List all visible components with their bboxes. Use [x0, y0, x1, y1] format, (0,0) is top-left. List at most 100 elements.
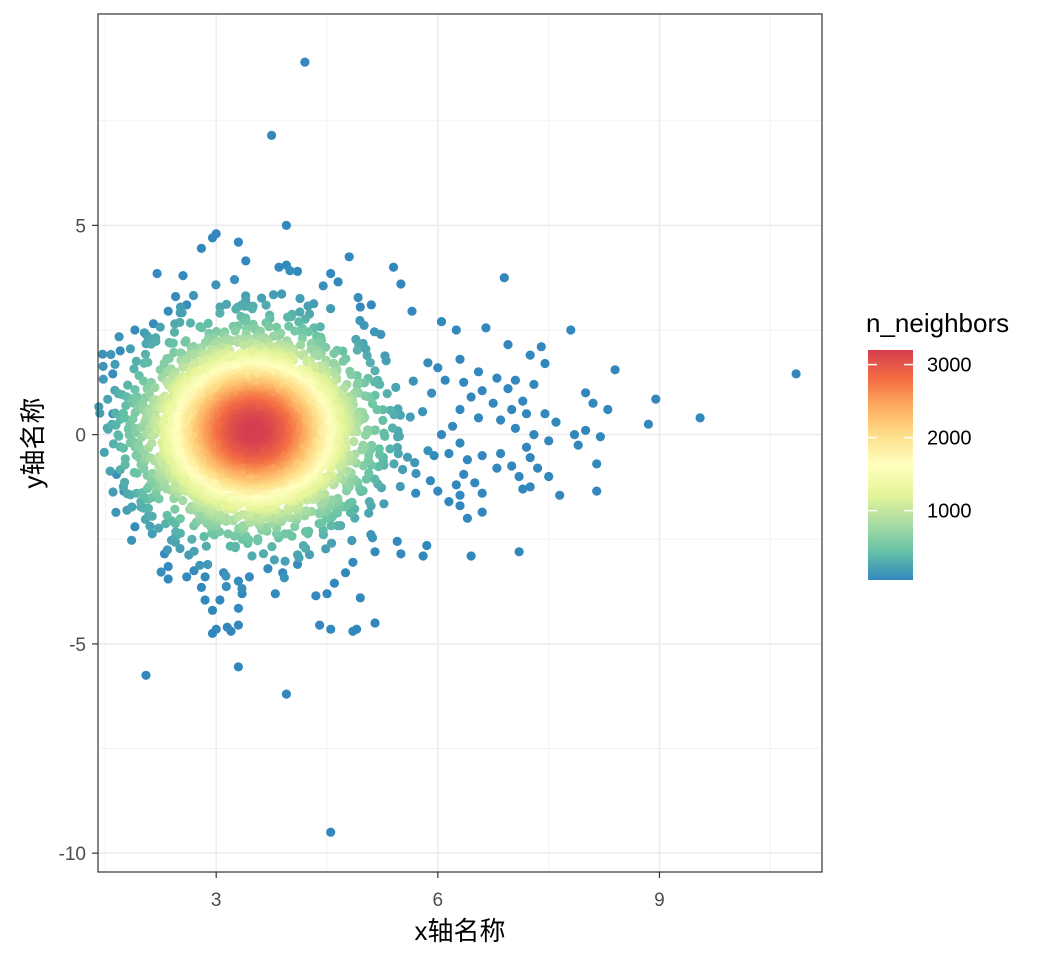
data-point: [581, 425, 591, 435]
data-point: [300, 527, 311, 537]
data-point: [201, 541, 211, 551]
data-point: [207, 605, 218, 616]
data-point: [436, 430, 447, 440]
data-point: [233, 237, 243, 247]
data-point: [459, 469, 469, 479]
data-point: [231, 304, 241, 314]
data-point: [261, 300, 271, 310]
data-point: [175, 514, 185, 524]
data-point: [120, 454, 130, 464]
data-point: [651, 394, 661, 404]
data-point: [176, 348, 186, 358]
data-point: [196, 582, 206, 593]
data-point: [367, 399, 378, 409]
data-point: [592, 486, 602, 496]
data-point: [423, 358, 433, 368]
data-point: [459, 377, 469, 387]
data-point: [189, 546, 199, 556]
data-point: [285, 266, 295, 276]
data-point: [175, 317, 185, 327]
data-point: [277, 289, 287, 299]
data-point: [215, 510, 225, 520]
data-point: [127, 502, 137, 512]
data-point: [221, 581, 231, 592]
data-point: [169, 327, 180, 337]
data-point: [233, 620, 243, 630]
data-point: [791, 369, 801, 379]
data-point: [264, 322, 274, 332]
data-point: [105, 466, 115, 476]
data-point: [203, 559, 213, 570]
data-point: [127, 535, 137, 545]
data-point: [507, 404, 517, 415]
data-point: [444, 448, 454, 459]
data-point: [200, 572, 210, 582]
data-point: [163, 306, 173, 316]
data-point: [125, 344, 135, 354]
data-point: [130, 522, 140, 532]
data-point: [610, 365, 620, 375]
data-point: [163, 561, 173, 572]
data-point: [229, 275, 240, 285]
data-point: [180, 337, 190, 347]
data-point: [592, 459, 602, 469]
data-point: [162, 510, 172, 520]
data-point: [295, 293, 305, 304]
data-point: [514, 547, 524, 557]
data-point: [182, 572, 192, 582]
data-point: [175, 528, 185, 539]
data-point: [283, 312, 293, 322]
data-point: [156, 567, 166, 577]
data-point: [326, 624, 336, 634]
data-point: [329, 348, 339, 359]
data-point: [518, 484, 528, 494]
y-tick-label: 0: [75, 426, 86, 447]
data-point: [466, 392, 476, 402]
data-point: [296, 340, 306, 350]
data-point: [378, 415, 388, 425]
data-point: [290, 326, 300, 336]
data-point: [422, 540, 432, 551]
data-point: [391, 382, 401, 392]
data-point: [481, 323, 491, 333]
data-point: [477, 488, 487, 498]
data-point: [197, 323, 207, 333]
data-point: [362, 350, 372, 361]
data-point: [130, 385, 140, 395]
data-point: [298, 541, 308, 551]
data-point: [326, 268, 336, 279]
data-point: [211, 624, 221, 634]
data-point: [423, 446, 433, 456]
data-point: [187, 534, 197, 544]
data-point: [359, 320, 369, 330]
x-tick-label: 3: [211, 890, 222, 911]
data-point: [525, 482, 535, 492]
data-point: [361, 430, 371, 440]
data-point: [189, 566, 199, 576]
data-point: [418, 551, 428, 561]
data-point: [643, 419, 654, 429]
data-point: [503, 384, 513, 394]
data-point: [393, 432, 403, 442]
data-point: [370, 474, 380, 484]
data-point: [207, 233, 218, 243]
data-point: [223, 529, 233, 539]
data-point: [310, 350, 320, 360]
colorbar-tick-label: 2000: [927, 428, 972, 450]
data-point: [103, 394, 113, 404]
data-point: [340, 568, 351, 578]
data-point: [295, 307, 305, 317]
data-point: [352, 624, 362, 634]
data-point: [555, 490, 565, 500]
data-point: [123, 380, 133, 390]
data-point: [364, 468, 374, 478]
data-point: [462, 455, 472, 465]
colorbar-tick-label: 1000: [927, 501, 972, 523]
data-point: [462, 513, 472, 523]
data-point: [344, 252, 354, 262]
x-tick-label: 9: [654, 890, 665, 911]
data-point: [455, 490, 465, 500]
data-point: [536, 342, 546, 352]
data-point: [448, 421, 458, 431]
data-point: [364, 508, 374, 518]
